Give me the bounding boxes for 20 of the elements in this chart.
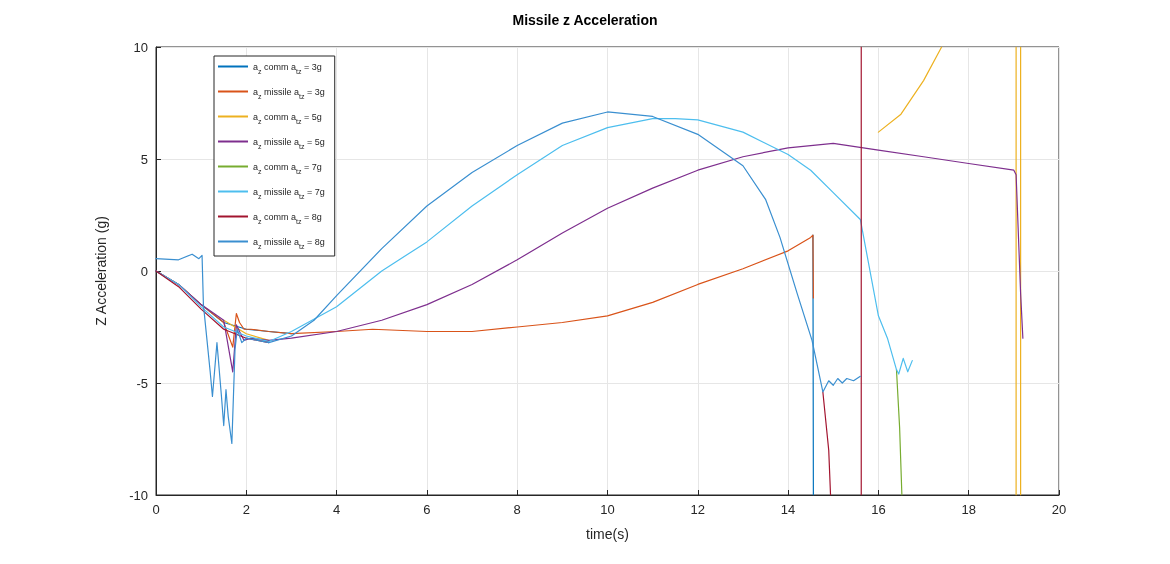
y-axis-title: Z Acceleration (g): [93, 216, 109, 326]
x-tick-label: 18: [961, 502, 976, 517]
y-tick-label: -10: [129, 487, 148, 503]
y-tick-label: 10: [133, 39, 148, 55]
x-tick-label: 6: [423, 502, 431, 517]
x-tick-label: 8: [513, 502, 521, 517]
x-tick-label: 20: [1051, 502, 1067, 517]
line-series: [155, 111, 861, 445]
x-tick-label: 14: [780, 502, 796, 517]
x-tick-label: 12: [690, 502, 706, 517]
x-tick-label: 10: [600, 502, 615, 517]
x-tick-label: 16: [871, 502, 886, 517]
y-tick-label: 5: [140, 151, 148, 167]
y-tick-label: -5: [136, 375, 148, 391]
x-tick-label: 4: [332, 502, 341, 517]
chart-title: Missile z Acceleration: [512, 12, 658, 28]
x-tick-label: 2: [242, 502, 250, 517]
x-axis-title: time(s): [586, 526, 629, 542]
x-tick-label: 0: [152, 502, 160, 517]
y-tick-label: 0: [140, 263, 148, 279]
